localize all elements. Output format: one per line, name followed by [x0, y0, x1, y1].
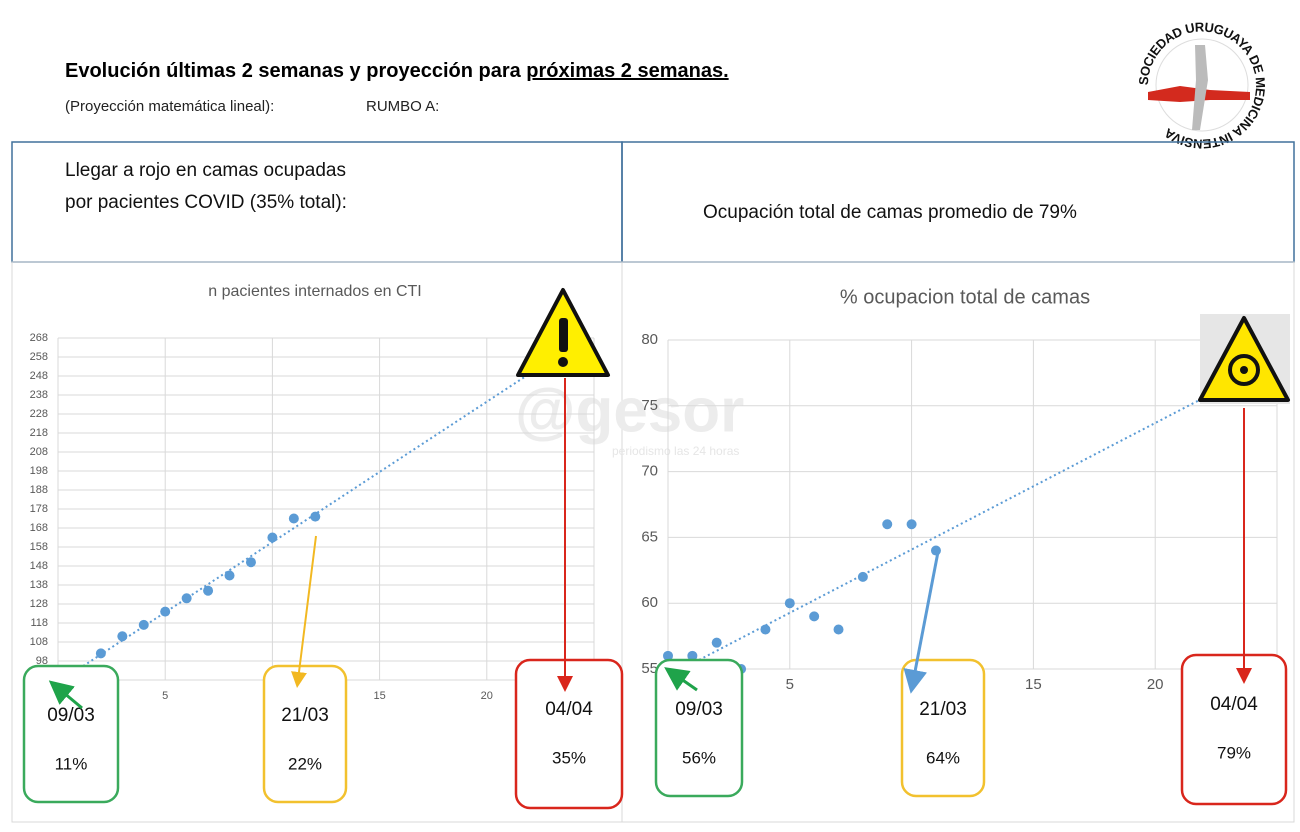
data-point [663, 650, 673, 661]
y-tick-label: 178 [30, 503, 48, 515]
y-tick-label: 158 [30, 541, 48, 553]
y-tick-label: 118 [30, 617, 48, 629]
y-tick-label: 128 [30, 598, 48, 610]
arrow [291, 535, 317, 688]
y-tick-label: 65 [641, 528, 658, 545]
y-tick-label: 75 [641, 397, 658, 414]
warning-icon [516, 288, 610, 377]
y-tick-label: 238 [30, 389, 48, 401]
x-tick-label: 5 [162, 690, 168, 702]
data-point [784, 598, 795, 609]
milestone-date: 09/03 [675, 699, 723, 720]
y-tick-label: 248 [30, 370, 48, 382]
charts: n pacientes internados en CTI88981081181… [22, 283, 1288, 810]
chart-frame [621, 261, 1295, 823]
milestone-share: 56% [682, 748, 716, 767]
data-point [833, 624, 844, 635]
milestone-date: 04/04 [1210, 694, 1258, 715]
milestone-share: 64% [926, 748, 960, 767]
data-point [930, 545, 941, 556]
data-point [857, 571, 868, 582]
watermark-brand: @gesor [515, 376, 744, 445]
data-point [711, 637, 722, 648]
panel-heading: Llegar a rojo en camas ocupadas [65, 160, 346, 181]
chart-title: n pacientes internados en CTI [208, 283, 421, 300]
data-point [203, 585, 214, 596]
y-tick-label: 168 [30, 522, 48, 534]
data-point [95, 648, 106, 659]
milestone-box [22, 664, 120, 804]
data-point [138, 619, 149, 630]
y-tick-label: 208 [30, 446, 48, 458]
data-point [760, 624, 771, 635]
slide-title: Evolución últimas 2 semanas y proyección… [65, 60, 729, 82]
x-tick-label: 20 [1147, 676, 1164, 693]
biohazard-icon [1198, 314, 1290, 404]
x-tick-label: 15 [1025, 676, 1042, 693]
chart-title: % ocupacion total de camas [840, 286, 1090, 308]
milestone-date: 21/03 [281, 705, 329, 726]
data-point [882, 519, 893, 530]
milestone-box [654, 658, 744, 798]
data-point [117, 631, 128, 642]
logo: SOCIEDAD URUGUAYA DE MEDICINA INTENSIVA [1136, 20, 1267, 151]
x-tick-label: 15 [373, 690, 385, 702]
y-tick-label: 60 [641, 594, 658, 611]
y-tick-label: 55 [641, 660, 658, 677]
data-point [181, 593, 192, 604]
milestone-box [514, 658, 624, 810]
data-point [267, 532, 278, 543]
y-tick-label: 98 [36, 655, 48, 667]
data-point [160, 606, 171, 617]
data-point [288, 513, 299, 524]
title-main: Evolución últimas 2 semanas y proyección… [65, 60, 526, 82]
data-point [687, 650, 698, 661]
milestone-box [1180, 653, 1288, 806]
milestone-share: 35% [552, 748, 586, 767]
panel-heading: Ocupación total de camas promedio de 79% [703, 202, 1077, 223]
milestone-share: 22% [288, 754, 322, 773]
panel-heading: por pacientes COVID (35% total): [65, 192, 347, 213]
y-tick-label: 268 [30, 332, 48, 344]
y-tick-label: 148 [30, 560, 48, 572]
y-tick-label: 108 [30, 636, 48, 648]
subtitle-tag: RUMBO A: [366, 98, 439, 115]
y-tick-label: 228 [30, 408, 48, 420]
milestone-date: 09/03 [47, 705, 95, 726]
milestone-share: 79% [1217, 743, 1251, 762]
y-tick-label: 70 [641, 463, 658, 480]
title-underlined: próximas 2 semanas. [526, 60, 728, 82]
y-tick-label: 138 [30, 579, 48, 591]
arrow [664, 667, 698, 692]
y-tick-label: 188 [30, 484, 48, 496]
data-point [809, 611, 820, 622]
milestone-share: 11% [55, 754, 88, 773]
y-tick-label: 80 [641, 331, 658, 348]
data-point [906, 519, 917, 530]
y-tick-label: 198 [30, 465, 48, 477]
arrow [903, 551, 940, 694]
y-tick-label: 258 [30, 351, 48, 363]
trend-line [57, 376, 525, 684]
data-point [245, 557, 256, 568]
data-point [224, 570, 235, 581]
watermark-tagline: periodismo las 24 horas [612, 444, 739, 458]
milestone-date: 21/03 [919, 699, 967, 720]
milestone-box [262, 664, 348, 804]
data-point [310, 511, 321, 522]
arrow [48, 680, 83, 710]
subtitle: (Proyección matemática lineal): [65, 98, 274, 115]
milestone-date: 04/04 [545, 699, 593, 720]
x-tick-label: 5 [786, 676, 794, 693]
milestone-box [900, 658, 986, 798]
x-tick-label: 20 [481, 690, 493, 702]
trend-line [667, 399, 1199, 677]
y-tick-label: 218 [30, 427, 48, 439]
